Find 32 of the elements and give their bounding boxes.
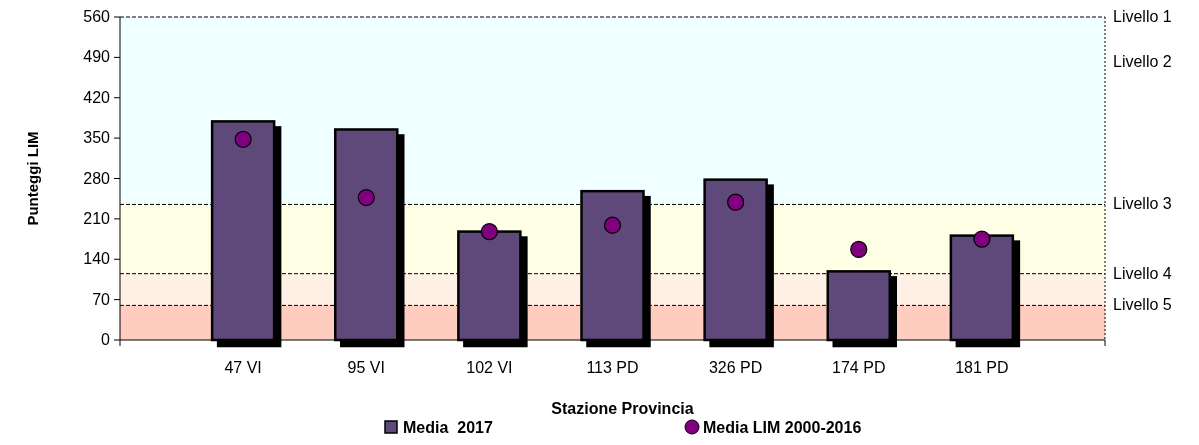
y-tick-label: 70	[92, 290, 111, 308]
x-tick-label: 174 PD	[832, 359, 886, 376]
x-axis-title: Stazione Provincia	[551, 400, 694, 417]
legend-label: Media 2017	[403, 419, 493, 436]
point	[480, 222, 498, 241]
ref-line-label: Livello 1	[1113, 8, 1172, 25]
y-tick-label: 280	[83, 169, 111, 187]
y-tick-label: 420	[83, 88, 111, 106]
y-tick-label: 350	[83, 129, 111, 147]
x-tick-label: 326 PD	[708, 359, 763, 376]
y-tick-label: 0	[101, 331, 111, 348]
point	[727, 193, 745, 211]
y-tick-label: 490	[83, 48, 111, 66]
x-tick-label: 102 VI	[466, 359, 513, 376]
point	[357, 188, 375, 207]
ref-line-label: Livello 5	[1113, 296, 1172, 314]
point	[973, 230, 991, 248]
y-tick-label: 140	[83, 250, 111, 268]
ref-line-label: Livello 3	[1113, 195, 1172, 213]
text: Livello 2	[1113, 53, 1172, 70]
point	[850, 240, 868, 259]
point	[234, 130, 252, 148]
legend-label: Media LIM 2000-2016	[703, 419, 862, 436]
x-tick-label: 47 VI	[224, 359, 262, 376]
ref-line-label: Livello 4	[1113, 264, 1172, 282]
x-tick-label: 113 PD	[586, 359, 639, 376]
point	[603, 216, 622, 234]
x-tick-label: 181 PD	[955, 359, 1009, 376]
y-tick-label: 560	[83, 8, 111, 25]
x-tick-label: 95 VI	[347, 359, 385, 376]
y-axis-title: Punteggi LIM	[24, 131, 41, 226]
y-tick-label: 210	[83, 209, 111, 227]
